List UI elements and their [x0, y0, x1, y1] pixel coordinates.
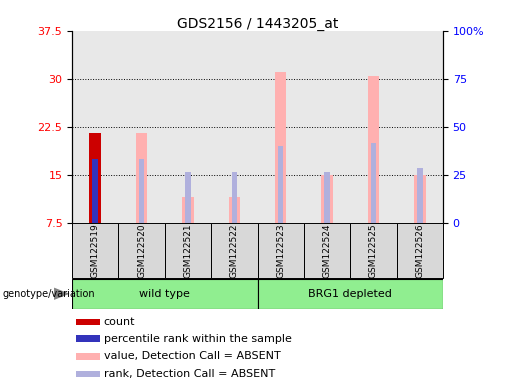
Bar	[414, 175, 425, 223]
Bar	[76, 319, 100, 325]
Text: percentile rank within the sample: percentile rank within the sample	[104, 334, 291, 344]
Bar	[139, 159, 144, 223]
Text: GDS2156 / 1443205_at: GDS2156 / 1443205_at	[177, 17, 338, 31]
Text: count: count	[104, 317, 135, 327]
Text: genotype/variation: genotype/variation	[3, 289, 95, 299]
Text: GSM122524: GSM122524	[322, 223, 332, 278]
Bar	[350, 223, 397, 278]
Text: GSM122520: GSM122520	[137, 223, 146, 278]
Bar	[229, 197, 240, 223]
Bar	[76, 371, 100, 377]
Text: GSM122523: GSM122523	[276, 223, 285, 278]
Bar	[76, 336, 100, 342]
Bar	[165, 223, 211, 278]
Text: GSM122519: GSM122519	[91, 223, 100, 278]
Bar	[185, 172, 191, 223]
Bar	[90, 133, 101, 223]
Bar	[368, 76, 379, 223]
Text: wild type: wild type	[140, 289, 190, 299]
Bar	[397, 223, 443, 278]
Bar	[136, 133, 147, 223]
Bar	[304, 223, 350, 278]
Text: rank, Detection Call = ABSENT: rank, Detection Call = ABSENT	[104, 369, 275, 379]
Bar	[321, 175, 333, 223]
Bar	[275, 72, 286, 223]
Bar	[232, 172, 237, 223]
Bar	[417, 168, 422, 223]
Bar	[211, 223, 258, 278]
Bar	[371, 143, 376, 223]
Text: BRG1 depleted: BRG1 depleted	[308, 289, 392, 299]
Text: GSM122521: GSM122521	[183, 223, 193, 278]
Bar	[278, 146, 283, 223]
Polygon shape	[54, 288, 70, 300]
Bar	[182, 197, 194, 223]
Bar	[258, 223, 304, 278]
Bar	[118, 223, 165, 278]
Bar	[72, 223, 118, 278]
Bar	[324, 172, 330, 223]
Text: GSM122525: GSM122525	[369, 223, 378, 278]
Bar	[258, 279, 443, 308]
Text: GSM122522: GSM122522	[230, 223, 239, 278]
Bar	[72, 279, 258, 308]
Text: GSM122526: GSM122526	[415, 223, 424, 278]
Bar	[76, 353, 100, 359]
Text: value, Detection Call = ABSENT: value, Detection Call = ABSENT	[104, 351, 281, 361]
Bar	[93, 159, 98, 223]
